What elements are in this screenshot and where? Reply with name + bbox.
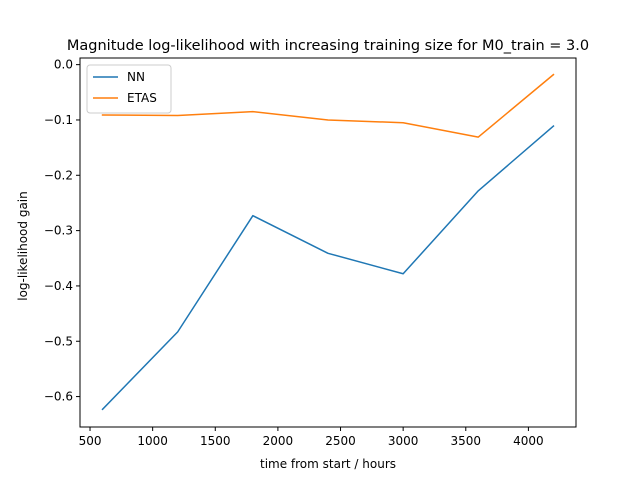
x-tick-label: 500	[79, 434, 102, 448]
series-line-nn	[101, 124, 555, 411]
series-line-etas	[101, 73, 555, 138]
y-tick-label: −0.6	[44, 390, 73, 404]
x-tick-label: 3000	[388, 434, 419, 448]
series-layer	[101, 73, 555, 411]
x-tick-label: 2000	[263, 434, 294, 448]
legend-label-nn: NN	[127, 70, 145, 84]
y-tick-label: −0.2	[44, 168, 73, 182]
y-tick-label: −0.3	[44, 224, 73, 238]
x-tick-label: 3500	[451, 434, 482, 448]
y-axis-label: log-likelihood gain	[16, 191, 30, 301]
y-tick-label: −0.4	[44, 279, 73, 293]
chart-title: Magnitude log-likelihood with increasing…	[67, 38, 589, 54]
y-tick-label: −0.5	[44, 334, 73, 348]
y-tick-label: −0.1	[44, 113, 73, 127]
legend-label-etas: ETAS	[127, 91, 157, 105]
x-tick-label: 1500	[200, 434, 231, 448]
x-tick-label: 4000	[513, 434, 544, 448]
x-tick-label: 1000	[137, 434, 168, 448]
x-axis-label: time from start / hours	[260, 457, 396, 471]
y-tick-label: 0.0	[54, 58, 73, 72]
legend: NN ETAS	[86, 64, 172, 114]
y-axis: 0.0 −0.1 −0.2 −0.3 −0.4 −0.5 −0.6	[44, 58, 80, 404]
x-tick-label: 2500	[325, 434, 356, 448]
x-axis: 500 1000 1500 2000 2500 3000 3500 4000	[79, 427, 544, 448]
